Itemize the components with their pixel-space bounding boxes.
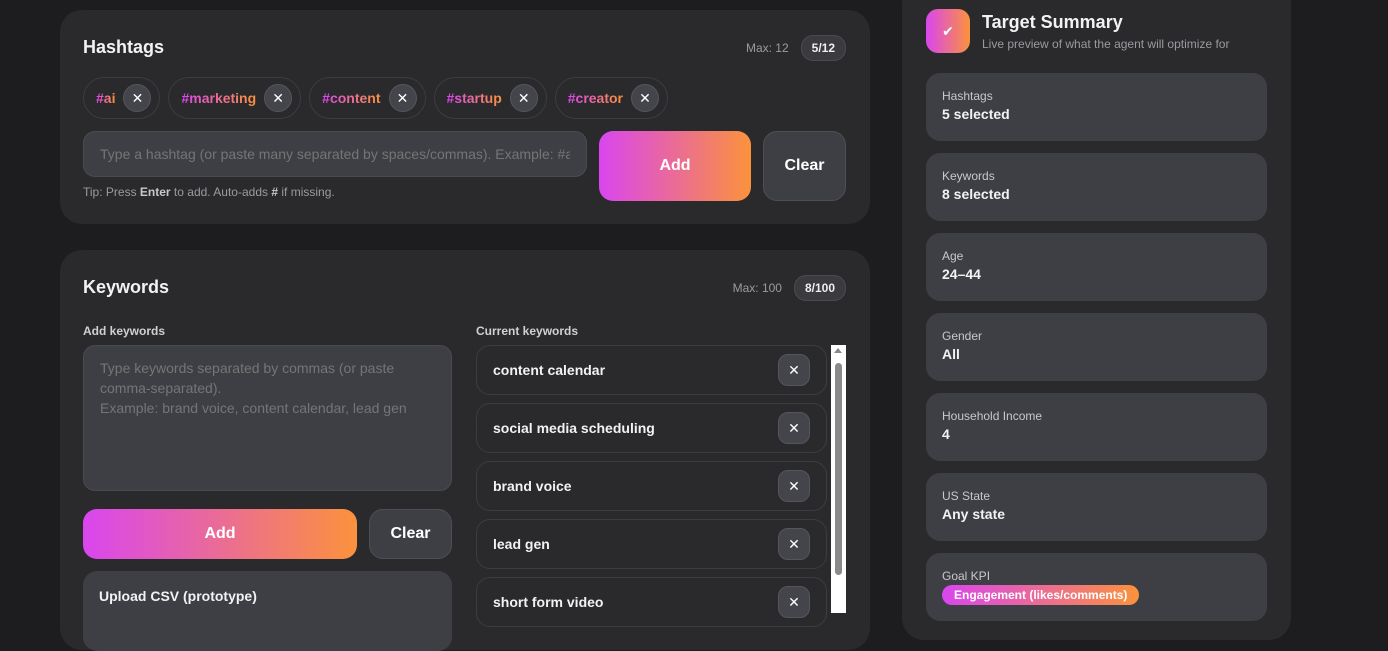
clear-hashtags-button[interactable]: Clear — [763, 131, 846, 201]
remove-keyword-close-icon[interactable]: ✕ — [778, 470, 810, 502]
hashtag-chip: #creator ✕ — [554, 77, 669, 119]
check-icon: ✔ — [926, 9, 970, 53]
keywords-scrollbar[interactable] — [831, 345, 846, 613]
add-keywords-button[interactable]: Add — [83, 509, 357, 559]
keywords-title: Keywords — [83, 277, 170, 297]
summary-card-label: Keywords — [942, 169, 995, 183]
summary-card-value: 8 selected — [942, 186, 1010, 202]
keyword-item: social media scheduling ✕ — [476, 403, 827, 453]
current-keywords-label: Current keywords — [476, 324, 579, 338]
summary-card-value: 4 — [942, 426, 950, 442]
keywords-max: Max: 100 — [732, 281, 782, 295]
remove-keyword-close-icon[interactable]: ✕ — [778, 528, 810, 560]
summary-subtitle: Live preview of what the agent will opti… — [982, 37, 1230, 51]
summary-card-goal-kpi: Goal KPI Engagement (likes/comments) — [926, 553, 1267, 621]
hashtag-text: #marketing — [181, 90, 257, 106]
remove-hashtag-close-icon[interactable]: ✕ — [388, 84, 417, 112]
summary-card-value: 24–44 — [942, 266, 981, 282]
summary-card-value: Any state — [942, 506, 1006, 522]
clear-keywords-button[interactable]: Clear — [369, 509, 452, 559]
hashtags-count-badge: 5/12 — [800, 35, 846, 61]
summary-card: Age 24–44 — [926, 233, 1267, 301]
hashtag-chip: #content ✕ — [309, 77, 426, 119]
keyword-item: content calendar ✕ — [476, 345, 827, 395]
hashtags-panel: Hashtags Max: 12 5/12 #ai ✕ #marketing ✕ #co… — [60, 10, 870, 224]
upload-csv-card[interactable]: Upload CSV (prototype) — [83, 571, 452, 651]
keyword-text: content calendar — [493, 362, 606, 378]
hashtag-input[interactable] — [83, 131, 587, 177]
keywords-textarea[interactable] — [83, 345, 452, 491]
remove-hashtag-close-icon[interactable]: ✕ — [631, 84, 660, 112]
summary-card-value: All — [942, 346, 960, 362]
goal-kpi-pill: Engagement (likes/comments) — [942, 585, 1140, 605]
keywords-count-badge: 8/100 — [793, 275, 846, 301]
keyword-item: lead gen ✕ — [476, 519, 827, 569]
remove-keyword-close-icon[interactable]: ✕ — [778, 586, 810, 618]
keyword-text: short form video — [493, 594, 604, 610]
keyword-text: lead gen — [493, 536, 550, 552]
keyword-item: short form video ✕ — [476, 577, 827, 627]
scroll-up-arrow-icon[interactable] — [834, 348, 842, 353]
summary-card: Household Income 4 — [926, 393, 1267, 461]
summary-card: Hashtags 5 selected — [926, 73, 1267, 141]
hashtags-max: Max: 12 — [745, 41, 789, 55]
summary-card-label: Age — [942, 249, 964, 263]
hashtag-text: #ai — [96, 90, 116, 106]
keyword-text: brand voice — [493, 478, 572, 494]
summary-card: Gender All — [926, 313, 1267, 381]
summary-card-label: Household Income — [942, 409, 1043, 423]
hashtag-chip: #startup ✕ — [433, 77, 547, 119]
target-summary-panel: ✔ Target Summary Live preview of what th… — [902, 0, 1291, 640]
hashtag-text: #startup — [446, 90, 502, 106]
summary-title: Target Summary — [982, 12, 1123, 32]
remove-keyword-close-icon[interactable]: ✕ — [778, 412, 810, 444]
remove-hashtag-close-icon[interactable]: ✕ — [264, 84, 293, 112]
summary-card: Keywords 8 selected — [926, 153, 1267, 221]
remove-hashtag-close-icon[interactable]: ✕ — [123, 84, 152, 112]
hashtag-text: #content — [322, 90, 381, 106]
hashtag-chip: #marketing ✕ — [168, 77, 302, 119]
keyword-item: brand voice ✕ — [476, 461, 827, 511]
hashtag-chip: #ai ✕ — [83, 77, 161, 119]
hashtags-title: Hashtags — [83, 37, 165, 57]
summary-card: US State Any state — [926, 473, 1267, 541]
hashtag-tip: Tip: Press Enter to add. Auto-adds # if … — [83, 185, 335, 199]
keywords-panel: Keywords Max: 100 8/100 Add keywords Cur… — [60, 250, 870, 651]
add-hashtag-button[interactable]: Add — [599, 131, 751, 201]
remove-keyword-close-icon[interactable]: ✕ — [778, 354, 810, 386]
remove-hashtag-close-icon[interactable]: ✕ — [509, 84, 538, 112]
summary-card-label: Hashtags — [942, 89, 993, 103]
hashtag-chips: #ai ✕ #marketing ✕ #content ✕ #startup ✕ #creato… — [83, 77, 669, 119]
summary-card-value: 5 selected — [942, 106, 1010, 122]
summary-card-label: Gender — [942, 329, 983, 343]
keyword-text: social media scheduling — [493, 420, 655, 436]
hashtag-text: #creator — [567, 90, 624, 106]
add-keywords-label: Add keywords — [83, 324, 166, 338]
scrollbar-thumb[interactable] — [835, 363, 842, 575]
summary-card-label: US State — [942, 489, 991, 503]
